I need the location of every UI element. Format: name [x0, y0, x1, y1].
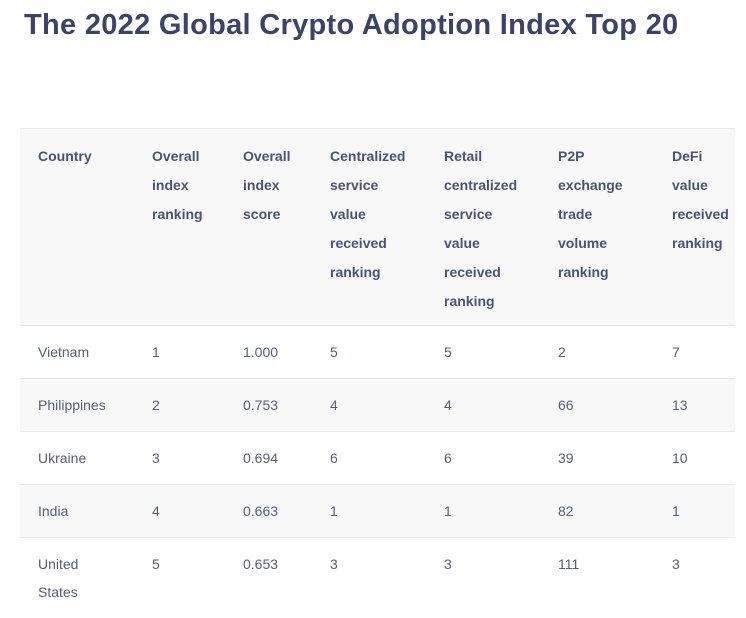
table-row-vietnam: Vietnam 1 1.000 5 5 2 7: [20, 325, 735, 378]
cell-country: Ukraine: [38, 450, 87, 466]
cell-defi-value-ranking: 1: [672, 503, 680, 519]
cell-retail-centralized-service-ranking: 4: [444, 397, 452, 413]
cell-overall-index-ranking: 1: [152, 344, 160, 360]
cell-country: Vietnam: [38, 344, 90, 360]
table-row-ukraine: Ukraine 3 0.694 6 6 39 10: [20, 431, 735, 484]
cell-retail-centralized-service-ranking: 6: [444, 450, 452, 466]
cell-overall-index-ranking: 3: [152, 450, 160, 466]
cell-centralized-service-ranking: 5: [330, 344, 338, 360]
col-header-centralized-service-value-received-ranking: Centralized service value received ranki…: [330, 148, 406, 280]
cell-p2p-exchange-ranking: 39: [558, 450, 574, 466]
cell-retail-centralized-service-ranking: 5: [444, 344, 452, 360]
cell-defi-value-ranking: 10: [672, 450, 688, 466]
cell-p2p-exchange-ranking: 111: [558, 556, 580, 572]
crypto-adoption-table: Country Overall index ranking Overall in…: [20, 128, 735, 618]
cell-country: United States: [38, 556, 79, 600]
col-header-country: Country: [38, 148, 92, 164]
cell-p2p-exchange-ranking: 2: [558, 344, 566, 360]
cell-defi-value-ranking: 13: [672, 397, 688, 413]
col-header-retail-centralized-service-value-received-ranking: Retail centralized service value receive…: [444, 148, 518, 309]
cell-overall-index-score: 0.653: [243, 556, 279, 572]
cell-overall-index-score: 0.663: [243, 503, 279, 519]
table-row-united-states: United States 5 0.653 3 3 111 3: [20, 537, 735, 618]
cell-p2p-exchange-ranking: 66: [558, 397, 574, 413]
cell-country: Philippines: [38, 397, 106, 413]
cell-overall-index-ranking: 5: [152, 556, 160, 572]
table-row-philippines: Philippines 2 0.753 4 4 66 13: [20, 378, 735, 431]
cell-defi-value-ranking: 7: [672, 344, 680, 360]
cell-p2p-exchange-ranking: 82: [558, 503, 574, 519]
cell-retail-centralized-service-ranking: 3: [444, 556, 452, 572]
col-header-defi-value-received-ranking: DeFi value received ranking: [672, 148, 729, 251]
cell-retail-centralized-service-ranking: 1: [444, 503, 452, 519]
col-header-overall-index-score: Overall index score: [243, 148, 291, 222]
cell-defi-value-ranking: 3: [672, 556, 680, 572]
cell-overall-index-score: 1.000: [243, 344, 279, 360]
cell-country: India: [38, 503, 69, 519]
cell-centralized-service-ranking: 3: [330, 556, 338, 572]
cell-overall-index-score: 0.694: [243, 450, 279, 466]
cell-centralized-service-ranking: 4: [330, 397, 338, 413]
page-title: The 2022 Global Crypto Adoption Index To…: [24, 9, 679, 41]
table-header-row: Country Overall index ranking Overall in…: [20, 128, 735, 325]
cell-overall-index-ranking: 2: [152, 397, 160, 413]
cell-overall-index-ranking: 4: [152, 503, 160, 519]
table-row-india: India 4 0.663 1 1 82 1: [20, 484, 735, 537]
col-header-overall-index-ranking: Overall index ranking: [152, 148, 203, 222]
cell-overall-index-score: 0.753: [243, 397, 279, 413]
cell-centralized-service-ranking: 6: [330, 450, 338, 466]
col-header-p2p-exchange-trade-volume-ranking: P2P exchange trade volume ranking: [558, 148, 623, 280]
cell-centralized-service-ranking: 1: [330, 503, 338, 519]
